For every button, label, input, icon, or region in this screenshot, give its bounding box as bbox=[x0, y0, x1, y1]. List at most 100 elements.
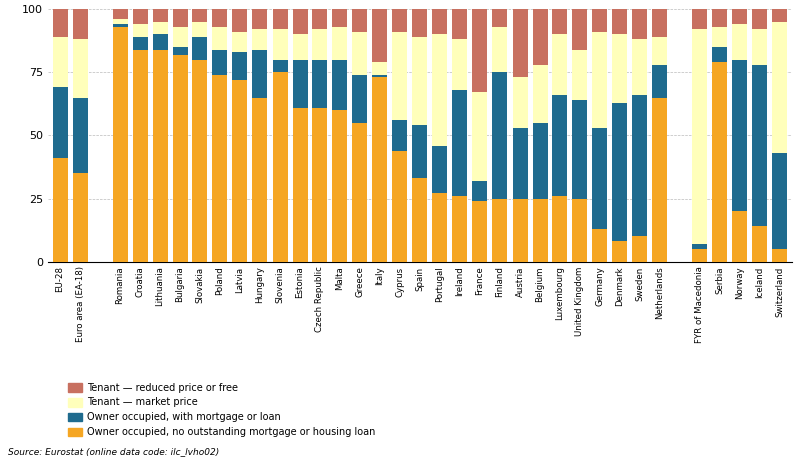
Bar bbox=[333, 27, 347, 60]
Bar bbox=[493, 9, 507, 27]
Bar bbox=[773, 9, 787, 22]
Bar bbox=[73, 174, 87, 262]
Bar bbox=[733, 60, 747, 211]
Bar bbox=[773, 249, 787, 262]
Bar bbox=[293, 60, 307, 107]
Bar bbox=[413, 178, 427, 262]
Bar bbox=[273, 72, 287, 262]
Bar bbox=[753, 9, 767, 29]
Bar bbox=[133, 9, 147, 24]
Bar bbox=[73, 9, 87, 39]
Bar bbox=[233, 32, 247, 52]
Bar bbox=[513, 77, 527, 128]
Bar bbox=[353, 9, 367, 32]
Bar bbox=[373, 77, 387, 262]
Bar bbox=[333, 110, 347, 262]
Text: Source: Eurostat (online data code: ilc_lvho02): Source: Eurostat (online data code: ilc_… bbox=[8, 448, 219, 456]
Bar bbox=[453, 9, 467, 39]
Bar bbox=[333, 9, 347, 27]
Bar bbox=[193, 9, 207, 22]
Bar bbox=[233, 9, 247, 32]
Bar bbox=[293, 107, 307, 262]
Bar bbox=[633, 236, 647, 262]
Bar bbox=[453, 196, 467, 262]
Bar bbox=[473, 9, 487, 93]
Bar bbox=[693, 249, 707, 262]
Bar bbox=[653, 37, 667, 65]
Bar bbox=[373, 75, 387, 77]
Bar bbox=[613, 34, 627, 102]
Bar bbox=[353, 123, 367, 262]
Bar bbox=[633, 39, 647, 95]
Bar bbox=[733, 9, 747, 24]
Bar bbox=[493, 27, 507, 72]
Bar bbox=[513, 128, 527, 198]
Bar bbox=[593, 128, 607, 229]
Bar bbox=[193, 37, 207, 60]
Bar bbox=[393, 32, 407, 120]
Bar bbox=[173, 9, 187, 27]
Bar bbox=[533, 9, 547, 65]
Bar bbox=[493, 72, 507, 198]
Bar bbox=[573, 50, 587, 100]
Bar bbox=[113, 27, 127, 262]
Bar bbox=[733, 211, 747, 262]
Bar bbox=[533, 65, 547, 123]
Bar bbox=[773, 153, 787, 249]
Bar bbox=[273, 60, 287, 72]
Bar bbox=[433, 34, 447, 146]
Bar bbox=[653, 9, 667, 37]
Bar bbox=[633, 9, 647, 39]
Bar bbox=[53, 87, 67, 158]
Bar bbox=[53, 158, 67, 262]
Bar bbox=[653, 65, 667, 98]
Bar bbox=[353, 32, 367, 75]
Bar bbox=[113, 24, 127, 27]
Bar bbox=[753, 65, 767, 226]
Bar bbox=[533, 198, 547, 262]
Bar bbox=[553, 9, 567, 34]
Bar bbox=[213, 9, 227, 27]
Bar bbox=[313, 107, 327, 262]
Bar bbox=[433, 194, 447, 262]
Bar bbox=[313, 29, 327, 60]
Bar bbox=[573, 198, 587, 262]
Bar bbox=[613, 102, 627, 241]
Bar bbox=[233, 80, 247, 262]
Bar bbox=[593, 9, 607, 32]
Bar bbox=[753, 29, 767, 65]
Bar bbox=[273, 29, 287, 60]
Bar bbox=[253, 98, 267, 262]
Bar bbox=[713, 27, 727, 47]
Bar bbox=[453, 39, 467, 90]
Bar bbox=[213, 75, 227, 262]
Bar bbox=[253, 9, 267, 29]
Bar bbox=[593, 229, 607, 262]
Bar bbox=[233, 52, 247, 80]
Bar bbox=[513, 9, 527, 77]
Bar bbox=[733, 24, 747, 60]
Bar bbox=[573, 100, 587, 198]
Bar bbox=[333, 60, 347, 110]
Bar bbox=[553, 196, 567, 262]
Bar bbox=[473, 181, 487, 201]
Bar bbox=[413, 125, 427, 178]
Bar bbox=[473, 92, 487, 181]
Bar bbox=[193, 22, 207, 37]
Bar bbox=[293, 9, 307, 34]
Bar bbox=[73, 98, 87, 174]
Bar bbox=[53, 37, 67, 87]
Bar bbox=[133, 24, 147, 37]
Bar bbox=[693, 244, 707, 249]
Bar bbox=[413, 37, 427, 125]
Bar bbox=[653, 98, 667, 262]
Bar bbox=[433, 146, 447, 194]
Bar bbox=[133, 37, 147, 50]
Bar bbox=[113, 9, 127, 19]
Bar bbox=[213, 27, 227, 50]
Bar bbox=[313, 60, 327, 107]
Bar bbox=[53, 9, 67, 37]
Bar bbox=[73, 39, 87, 98]
Bar bbox=[773, 22, 787, 153]
Bar bbox=[313, 9, 327, 29]
